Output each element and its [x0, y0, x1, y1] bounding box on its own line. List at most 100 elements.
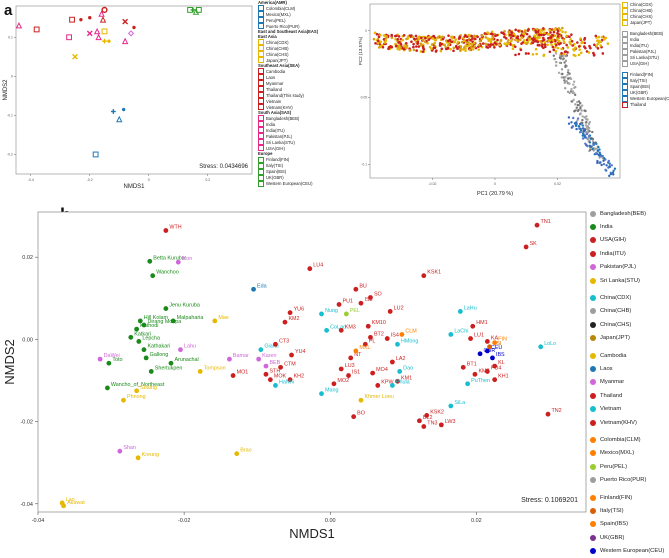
pca-point: [574, 85, 577, 89]
point-label-b: HMong: [401, 338, 418, 344]
legend-label: Laos: [600, 365, 613, 372]
pca-point: [565, 34, 568, 38]
pca-point: [518, 38, 522, 42]
pca-point: [572, 80, 576, 83]
pca-point: [375, 32, 379, 36]
legend-item-a: Peru(PEL): [258, 17, 370, 24]
legend-item-b: Peru(PEL): [590, 460, 669, 473]
legend-label: India(ITU): [600, 250, 626, 257]
pca-point: [597, 145, 600, 149]
point-label-b: Dirang Monpa: [147, 319, 181, 325]
pca-point: [481, 42, 485, 45]
pca-point: [562, 57, 565, 60]
pca-point: [517, 52, 521, 56]
data-point-b: [134, 326, 140, 332]
pca-point: [593, 148, 596, 151]
pca-point: [552, 54, 556, 57]
pca-point: [582, 132, 585, 136]
pca-point: [430, 43, 434, 46]
data-point-b: [134, 388, 140, 394]
legend-b: Bangladesh(BEB) India USA(GIH) India(ITU) Pa…: [590, 207, 669, 558]
pca-point: [536, 27, 539, 31]
pca-point: [568, 91, 571, 95]
pca-point: [598, 151, 601, 154]
x-tick-label-c: 0: [494, 182, 496, 186]
pca-point: [419, 50, 423, 53]
pca-point: [462, 39, 466, 43]
legend-label: Italy(TSI): [266, 163, 283, 169]
legend-swatch-icon: [590, 392, 596, 399]
point-label-b: Mang: [325, 388, 339, 394]
pca-point: [560, 51, 563, 55]
pca-point: [405, 37, 408, 41]
data-point-a: [72, 53, 78, 60]
data-point-b: [358, 300, 364, 306]
point-label-b: Bamar: [233, 353, 249, 359]
pca-point: [496, 38, 499, 42]
data-point-a: [69, 16, 75, 23]
pca-point: [493, 46, 496, 49]
pca-point: [562, 52, 566, 56]
legend-label: East and Southeast Asia(EAS): [258, 29, 319, 35]
legend-swatch-icon: [590, 548, 596, 555]
pca-point: [422, 48, 426, 51]
pca-point: [511, 47, 515, 51]
point-label-b: Lahu: [184, 344, 196, 350]
pca-point: [536, 40, 540, 44]
pca-point: [452, 49, 455, 53]
pca-point: [472, 35, 476, 38]
legend-label: Western European(CEU): [630, 96, 669, 102]
pca-point: [446, 44, 450, 47]
pca-point: [591, 137, 595, 141]
pca-point: [546, 43, 549, 47]
legend-swatch-icon: [622, 14, 628, 20]
pca-point: [563, 61, 566, 64]
legend-label: America(AMR): [258, 0, 287, 5]
point-label-b: KM10: [372, 320, 386, 326]
data-point-b: [141, 347, 147, 353]
data-point-a: [95, 33, 102, 41]
pca-point: [468, 48, 472, 52]
pca-point: [387, 46, 391, 49]
legend-label: China(CHS): [630, 14, 653, 20]
pca-point: [575, 106, 578, 109]
pca-point: [486, 37, 489, 40]
pca-point: [580, 109, 583, 112]
legend-item-c: Bangladesh(BEB): [622, 31, 669, 37]
data-point-a: [33, 26, 40, 33]
pca-point: [579, 51, 583, 55]
y-tick-label-b: 0.00: [22, 337, 33, 343]
pca-point: [585, 132, 589, 136]
pca-point: [486, 31, 489, 34]
legend-swatch-icon: [590, 264, 596, 271]
legend-item-c: Western European(CEU): [622, 96, 669, 102]
legend-label: Italy(TSI): [630, 78, 647, 84]
point-label-b: KH2: [294, 374, 305, 380]
legend-item-a: Puerto Rico(PUR): [258, 23, 370, 30]
data-point-b: [234, 451, 240, 457]
legend-label: China(CDX): [630, 2, 653, 8]
legend-swatch-icon: [590, 406, 596, 413]
data-point-a: [190, 7, 196, 13]
pca-point: [574, 54, 577, 58]
legend-swatch-icon: [590, 321, 596, 328]
point-label-b: MO2: [337, 378, 349, 384]
legend-swatch-icon: [590, 419, 596, 426]
data-point-b: [348, 355, 354, 361]
pca-point: [572, 91, 576, 95]
pca-point: [415, 45, 418, 48]
y-tick-label-b: -0.02: [20, 420, 33, 426]
pca-point: [548, 50, 552, 54]
pca-point: [504, 37, 508, 40]
legend-swatch-icon: [590, 352, 596, 359]
y-axis-label-a: NMDS2: [3, 79, 9, 101]
data-point-b: [351, 414, 357, 420]
data-point-a: [116, 115, 123, 123]
legend-item-c: UK(GBR): [622, 90, 669, 96]
point-label-b: Kathakari: [147, 344, 170, 350]
legend-swatch-icon: [258, 168, 264, 175]
data-point-b: [448, 332, 454, 337]
pca-point: [463, 35, 466, 38]
legend-label: UK(GBR): [630, 90, 648, 96]
pca-point: [540, 28, 543, 32]
